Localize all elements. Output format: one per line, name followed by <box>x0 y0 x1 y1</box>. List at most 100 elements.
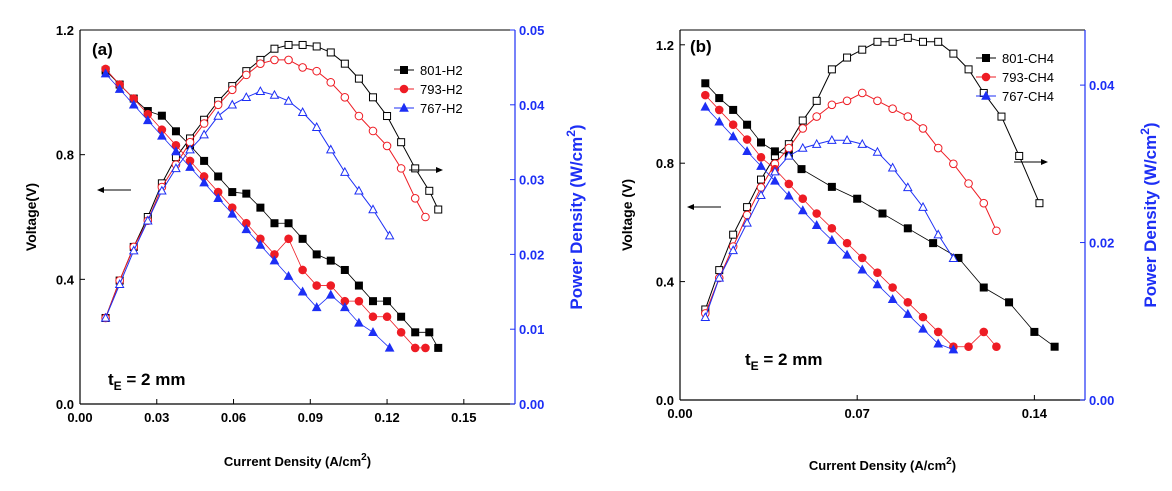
voltage-point-793-CH4 <box>798 194 808 204</box>
power-point-767-CH4 <box>756 190 766 200</box>
voltage-point-793-CH4 <box>842 238 852 248</box>
voltage-point-801-CH4 <box>729 105 738 114</box>
voltage-point-793-CH4 <box>888 283 897 292</box>
voltage-point-767-CH4 <box>842 249 852 259</box>
voltage-point-767-CH4 <box>742 146 752 156</box>
legend-marker-793-CH4 <box>981 72 991 82</box>
y2-tick-label: 0.01 <box>519 322 544 337</box>
voltage-point-801-CH4 <box>1030 327 1039 336</box>
voltage-point-767-CH4 <box>728 131 738 141</box>
arrow-head <box>1041 159 1048 165</box>
voltage-point-793-CH4 <box>964 342 973 352</box>
power-point-801-CH4 <box>757 175 765 184</box>
power-point-767-H2 <box>142 215 153 225</box>
x-tick-label: 0.00 <box>667 406 692 421</box>
power-point-793-H2 <box>256 59 265 68</box>
voltage-point-801-CH4 <box>701 79 710 88</box>
power-point-801-CH4 <box>903 33 912 42</box>
voltage-point-801-CH4 <box>853 194 862 203</box>
voltage-point-801-H2 <box>228 188 237 197</box>
y2-tick-label: 0.00 <box>1089 393 1114 408</box>
power-point-801-H2 <box>383 112 392 121</box>
voltage-point-767-H2 <box>199 177 209 187</box>
voltage-point-801-H2 <box>383 297 392 306</box>
voltage-point-801-H2 <box>284 219 293 228</box>
power-point-793-H2 <box>410 194 420 203</box>
power-point-793-CH4 <box>873 96 882 106</box>
voltage-point-793-CH4 <box>701 90 710 100</box>
power-point-801-H2 <box>434 205 443 214</box>
power-point-767-H2 <box>255 86 266 96</box>
voltage-point-767-CH4 <box>933 338 944 348</box>
voltage-point-793-CH4 <box>857 253 867 263</box>
power-point-767-H2 <box>128 245 139 255</box>
power-point-767-CH4 <box>827 134 837 144</box>
voltage-point-767-H2 <box>339 302 350 312</box>
voltage-point-767-H2 <box>100 68 111 78</box>
voltage-point-767-H2 <box>354 317 364 327</box>
voltage-point-801-H2 <box>354 281 363 290</box>
legend-marker-801-H2 <box>400 66 408 74</box>
power-point-767-H2 <box>297 107 308 116</box>
power-point-767-H2 <box>213 110 224 120</box>
voltage-point-793-CH4 <box>933 327 943 337</box>
voltage-point-793-CH4 <box>812 209 821 218</box>
arrow-right <box>409 167 443 173</box>
voltage-point-767-H2 <box>213 193 224 202</box>
voltage-point-801-H2 <box>171 127 180 136</box>
voltage-point-767-CH4 <box>827 234 837 244</box>
power-point-767-H2 <box>339 166 350 176</box>
voltage-point-767-CH4 <box>872 279 883 289</box>
x-tick-label: 0.14 <box>1022 406 1048 421</box>
power-point-767-CH4 <box>842 134 852 144</box>
voltage-point-767-H2 <box>269 255 280 265</box>
y-tick-label: 1.2 <box>56 23 74 38</box>
x-axis-label: Current Density (A/cm2) <box>809 456 956 473</box>
voltage-line-793-CH4 <box>705 94 997 348</box>
voltage-point-801-H2 <box>368 297 377 306</box>
voltage-point-801-H2 <box>242 189 251 198</box>
voltage-point-801-H2 <box>411 328 420 337</box>
voltage-point-801-H2 <box>214 172 223 181</box>
legend-marker-801-CH4 <box>982 54 990 62</box>
legend-label-801-H2: 801-H2 <box>420 63 463 78</box>
y2-tick-label: 0.03 <box>519 173 544 188</box>
voltage-point-767-H2 <box>297 286 308 296</box>
y2-tick-label: 0.04 <box>1089 78 1115 93</box>
power-point-767-CH4 <box>714 272 725 282</box>
power-point-801-H2 <box>411 164 420 173</box>
arrow-head <box>687 204 694 210</box>
power-point-801-H2 <box>397 138 406 147</box>
panel-label: (b) <box>690 37 712 56</box>
voltage-point-767-CH4 <box>948 344 959 354</box>
voltage-point-793-CH4 <box>728 120 738 130</box>
power-point-793-CH4 <box>918 124 928 133</box>
power-point-801-CH4 <box>888 37 897 46</box>
power-point-793-H2 <box>368 126 378 136</box>
voltage-point-767-CH4 <box>770 175 780 185</box>
voltage-point-767-CH4 <box>756 160 766 170</box>
legend-label-801-CH4: 801-CH4 <box>1002 51 1054 66</box>
y-tick-label: 0.4 <box>656 275 675 290</box>
series-767-CH4 <box>700 101 959 354</box>
arrow-head <box>97 187 104 193</box>
power-point-767-CH4 <box>902 182 913 192</box>
voltage-point-767-H2 <box>171 146 181 156</box>
x-tick-label: 0.07 <box>845 406 870 421</box>
y-tick-label: 1.2 <box>656 38 674 53</box>
voltage-point-793-H2 <box>368 312 378 322</box>
power-point-801-CH4 <box>964 65 973 74</box>
series-793-CH4 <box>701 88 1001 352</box>
voltage-point-767-H2 <box>241 224 252 234</box>
power-point-801-H2 <box>368 93 377 102</box>
power-point-767-H2 <box>185 144 195 154</box>
power-point-767-CH4 <box>872 146 883 156</box>
voltage-point-801-CH4 <box>797 165 806 174</box>
voltage-point-793-H2 <box>298 265 307 275</box>
voltage-point-767-CH4 <box>784 190 794 200</box>
power-point-793-CH4 <box>964 179 973 188</box>
legend-marker-767-H2 <box>399 102 409 112</box>
power-point-793-H2 <box>396 164 406 173</box>
voltage-point-801-CH4 <box>827 182 836 191</box>
power-point-793-H2 <box>421 212 430 222</box>
